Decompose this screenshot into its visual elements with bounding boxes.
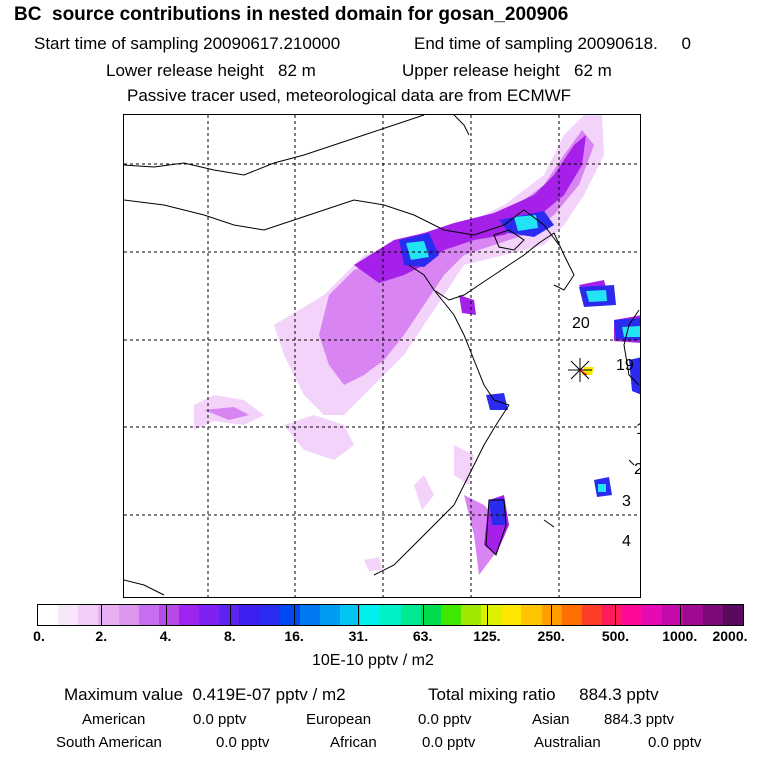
colorbar-separator (101, 604, 103, 626)
colorbar-swatch (460, 605, 482, 625)
colorbar-separator (229, 604, 231, 626)
colorbar-swatch (98, 605, 119, 625)
colorbar-tick-label: 4. (159, 628, 172, 644)
colorbar-swatch (78, 605, 99, 625)
colorbar-tick-label: 2. (95, 628, 108, 644)
colorbar-swatch (601, 605, 623, 625)
region-name-african: African (330, 734, 377, 751)
region-value-australian: 0.0 pptv (648, 734, 702, 751)
region-value-african: 0.0 pptv (422, 734, 476, 751)
colorbar-swatch (239, 605, 260, 625)
total-mixing-ratio: Total mixing ratio 884.3 pptv (428, 685, 659, 704)
tracer-note: Passive tracer used, meteorological data… (127, 86, 572, 105)
map-panel: 20 19 1 2 3 4 (123, 114, 641, 598)
colorbar-swatch (380, 605, 401, 625)
region-label-1: 1 (636, 421, 640, 439)
colorbar-swatch (420, 605, 441, 625)
region-name-asian: Asian (532, 711, 570, 728)
colorbar-swatch (521, 605, 542, 625)
region-name-american: American (82, 711, 146, 728)
colorbar-separator (358, 604, 360, 626)
colorbar-swatch (722, 605, 743, 625)
colorbar-tick-label: 250. (537, 628, 565, 644)
colorbar-tick-label: 8. (223, 628, 236, 644)
region-value-american: 0.0 pptv (193, 711, 247, 728)
colorbar-tick-label: 31. (348, 628, 369, 644)
colorbar-swatch (440, 605, 461, 625)
colorbar-swatch (581, 605, 602, 625)
start-time-label: Start time of sampling 20090617.210000 (34, 34, 341, 53)
region-value-asian: 884.3 pptv (604, 711, 675, 728)
colorbar-tick-label: 2000. (712, 628, 748, 644)
colorbar-swatch (340, 605, 361, 625)
colorbar-swatch (118, 605, 139, 625)
maximum-value: Maximum value 0.419E-07 pptv / m2 (64, 685, 346, 704)
colorbar-tick-label: 1000. (662, 628, 698, 644)
colorbar (37, 604, 744, 626)
colorbar-units: 10E-10 pptv / m2 (312, 652, 434, 669)
upper-release-label: Upper release height 62 m (402, 61, 612, 80)
colorbar-separator (294, 604, 296, 626)
colorbar-swatch (199, 605, 220, 625)
map-canvas (124, 115, 640, 597)
colorbar-separator (422, 604, 424, 626)
region-label-4: 4 (622, 533, 631, 550)
region-name-european: European (306, 711, 372, 728)
colorbar-swatch (58, 605, 79, 625)
colorbar-swatch (622, 605, 643, 625)
plume-light-layer (194, 115, 604, 571)
colorbar-swatch (158, 605, 179, 625)
region-label-19: 19 (616, 357, 634, 374)
colorbar-tick-label: 63. (412, 628, 433, 644)
region-label-2: 2 (634, 461, 640, 479)
colorbar-separator (679, 604, 681, 626)
plot-title: BC source contributions in nested domain… (14, 4, 569, 25)
colorbar-swatch (561, 605, 582, 625)
colorbar-swatch (259, 605, 280, 625)
colorbar-swatch (299, 605, 320, 625)
colorbar-swatch (662, 605, 683, 625)
colorbar-swatch (279, 605, 300, 625)
colorbar-swatch (501, 605, 522, 625)
colorbar-separator (615, 604, 617, 626)
colorbar-tick-label: 0. (33, 628, 45, 644)
colorbar-swatch (400, 605, 421, 625)
colorbar-separator (551, 604, 553, 626)
colorbar-swatch (682, 605, 703, 625)
region-value-south-american: 0.0 pptv (216, 734, 270, 751)
colorbar-swatch (219, 605, 240, 625)
colorbar-tick-label: 500. (601, 628, 630, 644)
colorbar-swatch (138, 605, 159, 625)
region-label-20: 20 (572, 315, 590, 332)
colorbar-separator (165, 604, 167, 626)
end-time-label: End time of sampling 20090618. 0 (414, 34, 691, 53)
region-label-3: 3 (622, 493, 631, 510)
region-name-australian: Australian (534, 734, 601, 751)
colorbar-swatch (481, 605, 502, 625)
colorbar-swatch (702, 605, 723, 625)
grid-lines (124, 115, 640, 597)
region-value-european: 0.0 pptv (418, 711, 472, 728)
colorbar-swatch (319, 605, 341, 625)
colorbar-swatch (360, 605, 381, 625)
colorbar-separator (486, 604, 488, 626)
colorbar-swatch (642, 605, 663, 625)
region-name-south-american: South American (56, 734, 162, 751)
colorbar-tick-label: 16. (284, 628, 304, 644)
colorbar-tick-label: 125. (473, 628, 501, 644)
star-marker-icon (568, 358, 592, 382)
lower-release-label: Lower release height 82 m (106, 61, 316, 80)
colorbar-swatch (38, 605, 59, 625)
colorbar-swatch (178, 605, 200, 625)
